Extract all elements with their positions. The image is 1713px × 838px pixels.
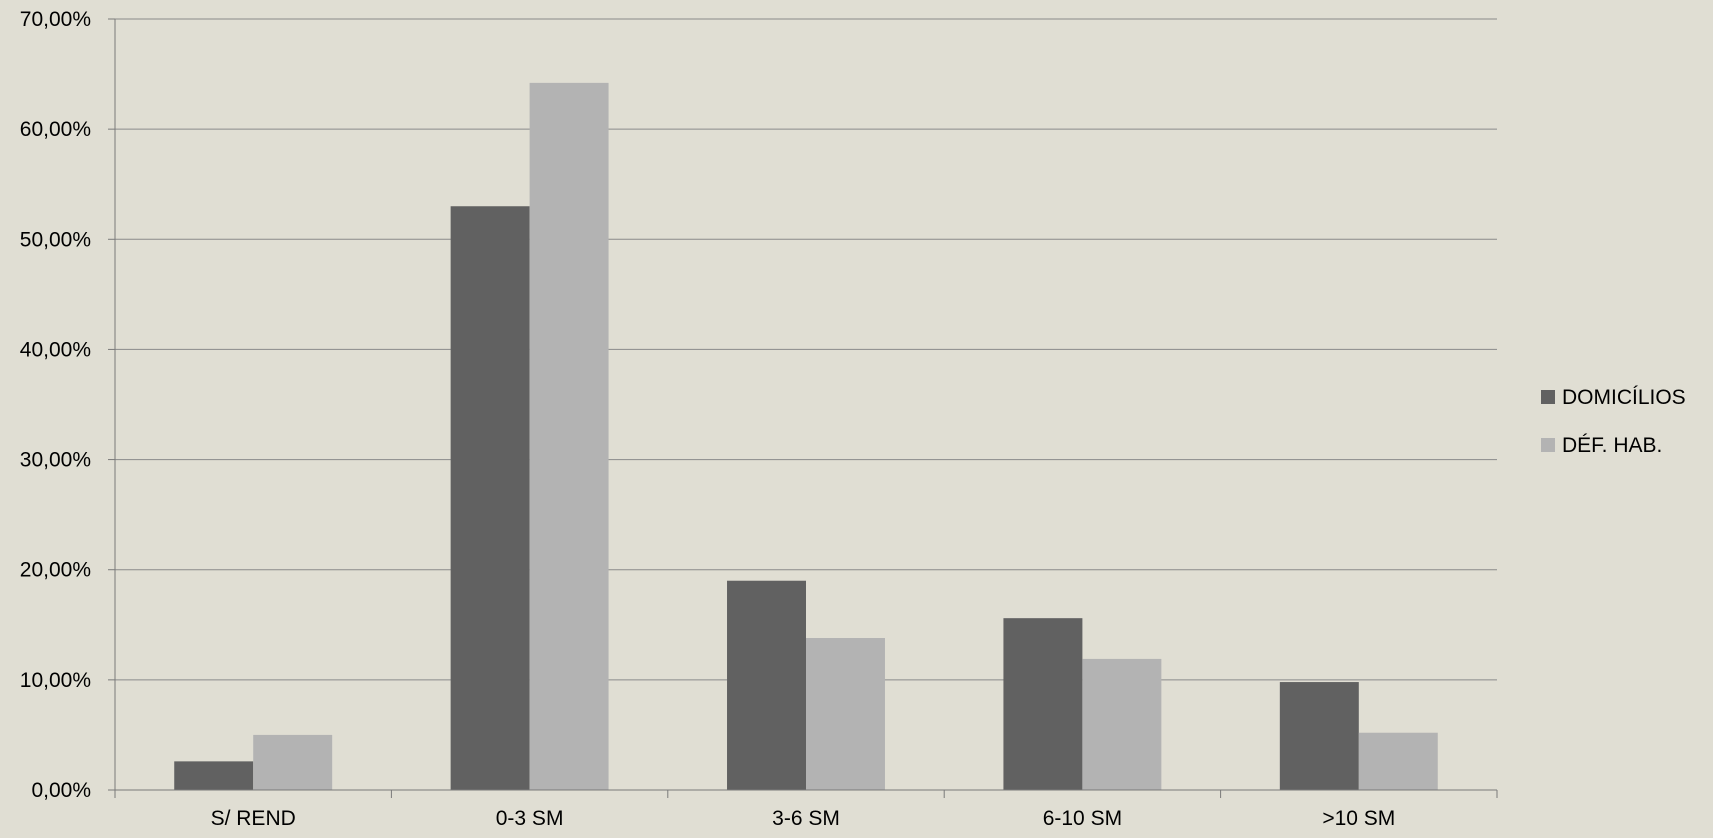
bar-def-hab <box>529 82 609 790</box>
bar-domicilios <box>1279 682 1359 790</box>
bar-domicilios <box>727 580 806 790</box>
x-tick-label: 6-10 SM <box>1043 807 1122 830</box>
x-tick-label: 3-6 SM <box>772 807 840 830</box>
bar-def-hab <box>1082 658 1162 790</box>
y-tick-label: 0,00% <box>31 779 91 802</box>
y-tick-label: 50,00% <box>20 228 91 251</box>
bar-def-hab <box>1358 732 1438 790</box>
y-tick-label: 10,00% <box>20 669 91 692</box>
legend-label: DÉF. HAB. <box>1562 434 1662 457</box>
y-tick-label: 40,00% <box>20 338 91 361</box>
bar-def-hab <box>806 638 885 790</box>
bar-domicilios <box>174 761 254 790</box>
y-tick-label: 60,00% <box>20 118 91 141</box>
legend-swatch <box>1541 438 1555 452</box>
axes <box>108 18 1498 798</box>
x-axis-tick-labels: S/ REND 0-3 SM 3-6 SM 6-10 SM >10 SM <box>211 807 1396 830</box>
x-tick-label: S/ REND <box>211 807 296 830</box>
x-tick-label: 0-3 SM <box>496 807 564 830</box>
y-tick-label: 30,00% <box>20 449 91 472</box>
y-tick-label: 20,00% <box>20 559 91 582</box>
legend-label: DOMICÍLIOS <box>1562 386 1686 409</box>
bars <box>174 82 1438 790</box>
legend: DOMICÍLIOS DÉF. HAB. <box>1541 386 1686 457</box>
legend-swatch <box>1541 390 1555 404</box>
bar-domicilios <box>450 206 530 790</box>
y-tick-label: 70,00% <box>20 8 91 31</box>
bar-def-hab <box>253 734 333 790</box>
y-axis-tick-labels: 0,00% 10,00% 20,00% 30,00% 40,00% 50,00% 60,00… <box>20 8 91 802</box>
x-tick-label: >10 SM <box>1322 807 1395 830</box>
gridlines <box>115 18 1497 681</box>
bar-domicilios <box>1003 618 1083 790</box>
